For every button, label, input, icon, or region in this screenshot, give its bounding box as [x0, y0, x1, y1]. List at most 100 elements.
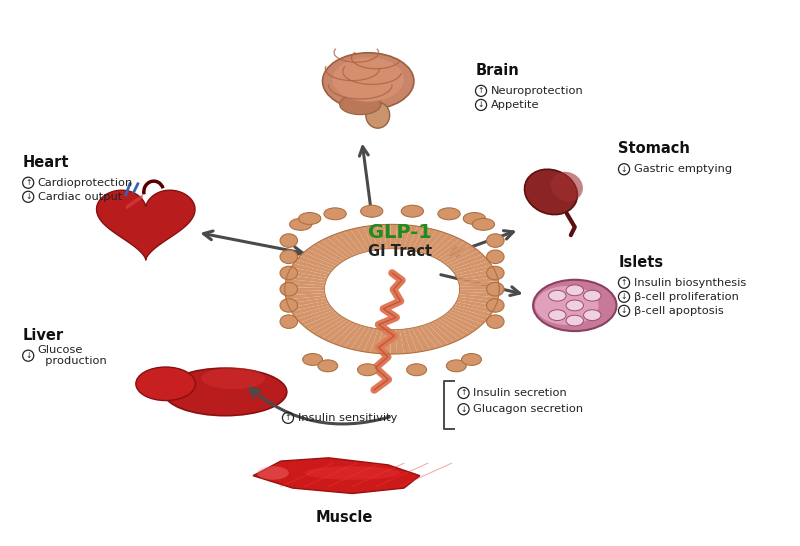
- Ellipse shape: [472, 218, 494, 230]
- Polygon shape: [395, 329, 404, 354]
- Text: Brain: Brain: [475, 63, 519, 78]
- Ellipse shape: [366, 102, 390, 128]
- Polygon shape: [345, 229, 366, 253]
- Polygon shape: [434, 239, 465, 259]
- Polygon shape: [458, 294, 498, 301]
- Polygon shape: [459, 285, 499, 289]
- Polygon shape: [459, 281, 499, 287]
- Polygon shape: [424, 232, 449, 255]
- Ellipse shape: [486, 282, 504, 296]
- Polygon shape: [428, 322, 454, 345]
- Polygon shape: [444, 313, 478, 331]
- Text: GLP-1: GLP-1: [368, 223, 432, 242]
- Polygon shape: [285, 283, 325, 288]
- Text: Liver: Liver: [22, 328, 64, 343]
- Polygon shape: [289, 301, 329, 311]
- Ellipse shape: [486, 299, 504, 312]
- Polygon shape: [441, 245, 474, 263]
- Text: Cardiac output: Cardiac output: [38, 192, 122, 202]
- Text: ↓: ↓: [621, 292, 627, 301]
- Polygon shape: [363, 225, 378, 250]
- Ellipse shape: [550, 172, 583, 201]
- Polygon shape: [438, 241, 470, 261]
- Ellipse shape: [583, 290, 601, 301]
- Text: β-cell proliferation: β-cell proliferation: [634, 292, 738, 302]
- Polygon shape: [363, 328, 378, 353]
- Polygon shape: [446, 311, 482, 328]
- Polygon shape: [317, 240, 348, 260]
- Ellipse shape: [486, 234, 504, 247]
- Ellipse shape: [305, 466, 400, 480]
- Polygon shape: [322, 320, 351, 341]
- Ellipse shape: [361, 205, 383, 217]
- Ellipse shape: [566, 285, 583, 296]
- Polygon shape: [357, 227, 374, 251]
- Polygon shape: [451, 258, 489, 272]
- Polygon shape: [404, 225, 418, 250]
- Ellipse shape: [302, 353, 322, 365]
- Ellipse shape: [322, 53, 414, 110]
- Text: Insulin biosynthesis: Insulin biosynthesis: [634, 278, 746, 288]
- Ellipse shape: [402, 205, 423, 217]
- Polygon shape: [350, 327, 370, 351]
- Ellipse shape: [290, 218, 312, 230]
- Polygon shape: [377, 329, 386, 354]
- Polygon shape: [291, 303, 330, 315]
- Polygon shape: [395, 224, 404, 249]
- Ellipse shape: [438, 208, 460, 219]
- Polygon shape: [285, 287, 325, 291]
- Text: Muscle: Muscle: [316, 510, 373, 525]
- Polygon shape: [285, 290, 325, 295]
- Polygon shape: [297, 308, 334, 323]
- Polygon shape: [350, 228, 370, 252]
- Polygon shape: [383, 224, 391, 249]
- Polygon shape: [459, 292, 499, 298]
- Polygon shape: [327, 235, 354, 257]
- Text: ↓: ↓: [621, 306, 627, 316]
- Text: ↓: ↓: [25, 192, 31, 201]
- Ellipse shape: [406, 364, 426, 376]
- Polygon shape: [416, 229, 437, 252]
- Polygon shape: [300, 252, 337, 269]
- Polygon shape: [286, 275, 326, 283]
- Polygon shape: [459, 289, 499, 293]
- Ellipse shape: [462, 353, 482, 365]
- Text: ↓: ↓: [25, 351, 31, 360]
- Polygon shape: [97, 190, 195, 260]
- Text: Glucose
  production: Glucose production: [38, 345, 106, 366]
- Polygon shape: [390, 330, 397, 354]
- Polygon shape: [383, 330, 391, 354]
- Text: ↑: ↑: [621, 278, 627, 287]
- Polygon shape: [454, 265, 494, 277]
- Ellipse shape: [463, 212, 486, 224]
- Text: Neuroprotection: Neuroprotection: [490, 86, 583, 96]
- Ellipse shape: [280, 282, 298, 296]
- Polygon shape: [458, 273, 498, 282]
- Polygon shape: [300, 310, 337, 326]
- Polygon shape: [322, 238, 351, 259]
- Polygon shape: [357, 328, 374, 352]
- Ellipse shape: [164, 368, 286, 416]
- Polygon shape: [441, 315, 474, 334]
- Polygon shape: [420, 325, 442, 348]
- Text: Heart: Heart: [22, 155, 69, 170]
- Polygon shape: [308, 246, 342, 264]
- Ellipse shape: [583, 310, 601, 321]
- Polygon shape: [458, 277, 498, 284]
- Polygon shape: [428, 234, 454, 256]
- Text: Glucagon secretion: Glucagon secretion: [473, 404, 583, 414]
- Polygon shape: [431, 236, 460, 258]
- Ellipse shape: [358, 364, 378, 376]
- Polygon shape: [286, 295, 326, 304]
- Polygon shape: [286, 279, 326, 286]
- Polygon shape: [453, 262, 492, 274]
- Polygon shape: [449, 254, 486, 270]
- Polygon shape: [317, 318, 348, 338]
- Polygon shape: [312, 243, 345, 262]
- Text: GI Tract: GI Tract: [368, 244, 432, 259]
- Ellipse shape: [533, 280, 617, 331]
- Polygon shape: [304, 312, 339, 329]
- Polygon shape: [412, 327, 430, 351]
- Ellipse shape: [280, 250, 298, 264]
- Polygon shape: [456, 269, 496, 279]
